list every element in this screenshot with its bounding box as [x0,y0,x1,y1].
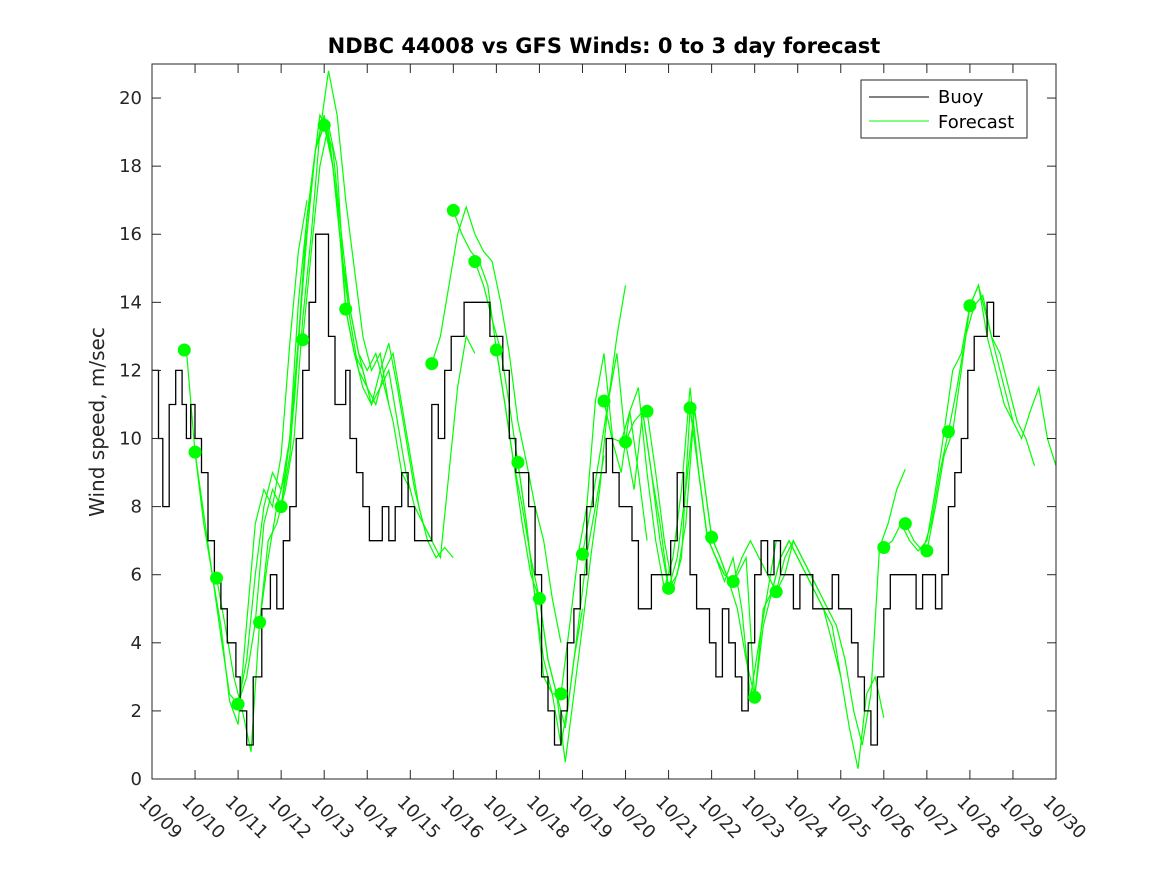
buoy-line [152,233,1000,746]
y-tick-label: 14 [119,292,142,313]
forecast-marker [253,615,267,629]
y-tick-label: 8 [131,497,142,518]
y-axis-label: Wind speed, m/sec [85,327,109,517]
forecast-run-line [431,205,562,643]
forecast-marker [296,333,310,347]
forecast-marker [683,401,697,415]
legend-box [860,79,1028,139]
forecast-run-line [775,468,906,746]
forecast-run-line [216,70,390,752]
forecast-marker [532,592,546,606]
forecast-run-line [474,261,605,746]
forecast-marker [511,455,525,469]
forecast-marker [640,404,654,418]
y-tick-label: 20 [119,88,142,109]
forecast-marker [920,544,934,558]
forecast-marker [425,357,439,371]
y-tick-label: 18 [119,156,142,177]
y-tick-label: 0 [131,769,142,790]
forecast-marker [177,343,191,357]
forecast-marker [231,697,245,711]
chart-title: NDBC 44008 vs GFS Winds: 0 to 3 day fore… [328,34,881,58]
forecast-run-line [904,294,1036,553]
forecast-marker [554,687,568,701]
y-tick-label: 12 [119,360,142,381]
y-tick-label: 2 [131,701,142,722]
forecast-run-line [926,283,1056,552]
forecast-run-line [302,125,476,560]
forecast-run-line [624,407,756,698]
forecast-marker [726,575,740,589]
legend-buoy-label: Buoy [938,87,984,108]
forecast-marker [188,445,202,459]
forecast-run-line [754,539,885,769]
forecast-marker [597,394,611,408]
legend-forecast-label: Forecast [938,112,1014,133]
forecast-marker [898,517,912,531]
forecast-run-line [185,200,308,725]
y-tick-label: 16 [119,224,142,245]
forecast-marker [705,530,719,544]
y-tick-label: 6 [131,565,142,586]
forecast-marker [339,302,353,316]
forecast-marker [748,690,762,704]
plot-background [152,64,1056,779]
forecast-marker [210,571,224,585]
forecast-marker [877,540,891,554]
plot-area [151,63,1057,780]
y-tick-label: 4 [131,633,142,654]
forecast-run-line [280,123,454,559]
forecast-run-line [883,283,1014,552]
forecast-run-line [517,353,648,695]
forecast-marker [941,425,955,439]
forecast-marker [489,343,503,357]
plot-frame [151,63,1057,780]
forecast-marker [619,435,633,449]
forecast-marker [317,118,331,132]
forecast-marker [662,581,676,595]
y-axis: 0 2 4 6 8 10 12 14 16 18 20 [119,88,1056,790]
legend: Buoy Forecast [860,79,1028,139]
buoy-series [152,233,1000,746]
forecast-markers [177,118,977,711]
forecast-marker [575,547,589,561]
forecast-marker [963,299,977,313]
forecast-marker [274,500,288,514]
y-tick-label: 10 [119,429,142,450]
forecast-marker [446,203,460,217]
forecast-marker [468,254,482,268]
forecast-marker [769,585,783,599]
